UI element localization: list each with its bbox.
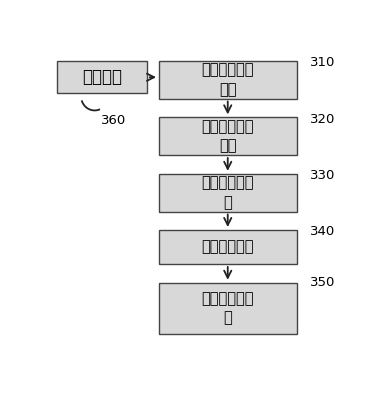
Text: 350: 350 — [310, 276, 335, 289]
Text: 预设单元: 预设单元 — [82, 68, 122, 86]
Text: 修订后保存单
元: 修订后保存单 元 — [201, 291, 254, 326]
FancyBboxPatch shape — [159, 61, 296, 99]
Text: 310: 310 — [310, 56, 335, 69]
Text: 置信度确定单
元: 置信度确定单 元 — [201, 175, 254, 210]
FancyBboxPatch shape — [159, 174, 296, 212]
FancyBboxPatch shape — [159, 117, 296, 155]
FancyBboxPatch shape — [57, 61, 147, 93]
Text: 340: 340 — [310, 224, 335, 238]
Text: 直接保存单元: 直接保存单元 — [201, 239, 254, 254]
FancyBboxPatch shape — [159, 230, 296, 264]
Text: 获取预测数据
单元: 获取预测数据 单元 — [201, 119, 254, 154]
Text: 330: 330 — [310, 169, 335, 183]
Text: 获取监测数据
单元: 获取监测数据 单元 — [201, 62, 254, 97]
FancyBboxPatch shape — [159, 283, 296, 334]
Text: 320: 320 — [310, 113, 335, 126]
Text: 360: 360 — [101, 114, 126, 127]
